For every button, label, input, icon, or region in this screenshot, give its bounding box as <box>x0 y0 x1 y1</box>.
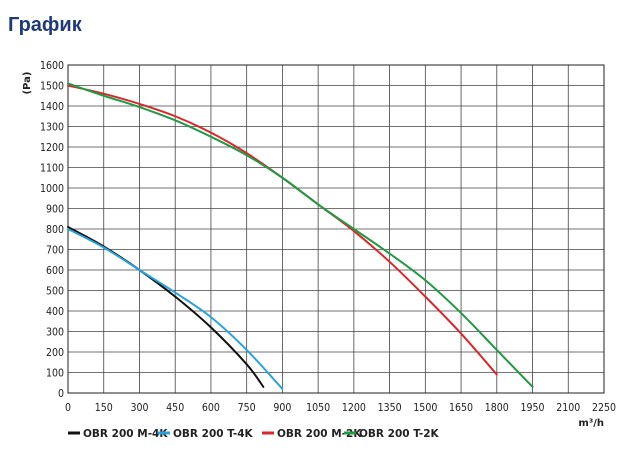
x-tick-label: 300 <box>130 402 148 414</box>
x-tick-label: 2250 <box>592 402 616 414</box>
y-axis-label: (Pa) <box>22 72 33 95</box>
y-tick-label: 1600 <box>40 60 64 72</box>
chart-series-group <box>67 82 534 390</box>
x-tick-label: 1500 <box>413 402 437 414</box>
y-tick-label: 1200 <box>40 142 64 154</box>
y-tick-label: 400 <box>46 306 64 318</box>
x-tick-label: 750 <box>238 402 256 414</box>
x-tick-label: 450 <box>166 402 184 414</box>
y-tick-label: 1500 <box>40 81 64 93</box>
y-tick-label: 800 <box>46 224 64 236</box>
series-line-4 <box>67 82 534 388</box>
x-axis-ticks: 0 150 300 450 600 750 900 1050 1200 1350 1500 1650 1… <box>65 402 616 414</box>
legend-label: OBR 200 M-4K <box>83 428 168 440</box>
x-tick-label: 150 <box>95 402 113 414</box>
x-tick-label: 1650 <box>449 402 473 414</box>
y-axis-ticks: 0 100 200 300 400 500 600 700 800 900 1000 1100 1200… <box>40 60 64 400</box>
y-tick-label: 600 <box>46 265 64 277</box>
x-tick-label: 1350 <box>378 402 402 414</box>
page-title: График <box>8 14 82 36</box>
x-tick-label: 1950 <box>521 402 545 414</box>
y-tick-label: 100 <box>46 368 64 380</box>
legend-label: OBR 200 M-2K <box>277 428 362 440</box>
x-tick-label: 900 <box>273 402 291 414</box>
legend-label: OBR 200 T-4K <box>173 428 254 440</box>
x-tick-label: 600 <box>202 402 220 414</box>
x-tick-label: 0 <box>65 402 71 414</box>
y-tick-label: 500 <box>46 286 64 298</box>
y-tick-label: 1400 <box>40 101 64 113</box>
y-tick-label: 1100 <box>40 163 64 175</box>
series-line-2 <box>67 228 284 390</box>
x-axis-label: m³/h <box>578 418 604 429</box>
chart-legend: OBR 200 M-4K OBR 200 T-4K OBR 200 M-2KOBR … <box>68 428 440 440</box>
y-tick-label: 200 <box>46 347 64 359</box>
y-tick-label: 700 <box>46 245 64 257</box>
x-tick-label: 1050 <box>306 402 330 414</box>
y-tick-label: 900 <box>46 204 64 216</box>
y-tick-label: 0 <box>58 388 64 400</box>
x-tick-label: 2100 <box>556 402 580 414</box>
x-tick-label: 1200 <box>342 402 366 414</box>
chart-grid <box>68 65 604 393</box>
legend-label: OBR 200 T-2K <box>359 428 440 440</box>
y-tick-label: 300 <box>46 327 64 339</box>
x-tick-label: 1800 <box>485 402 509 414</box>
y-tick-label: 1300 <box>40 122 64 134</box>
y-tick-label: 1000 <box>40 183 64 195</box>
